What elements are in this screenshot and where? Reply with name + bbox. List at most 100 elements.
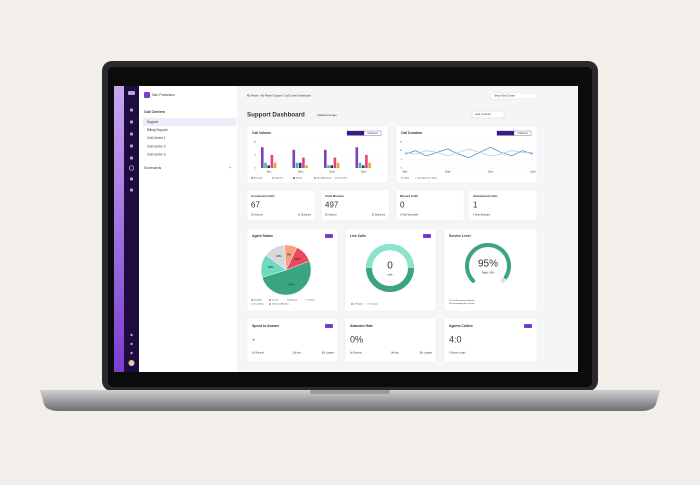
legend-label: Average (Last 7 Days) bbox=[418, 177, 437, 180]
legend-label: Voicemail bbox=[275, 178, 284, 180]
slice-label: 12% bbox=[295, 257, 301, 261]
slice-label: 51% bbox=[289, 282, 295, 286]
legend-label: Off Duty bbox=[308, 299, 315, 302]
card bbox=[344, 317, 437, 363]
bar bbox=[333, 157, 337, 168]
ring-top bbox=[366, 244, 414, 269]
legend-swatch bbox=[314, 177, 316, 179]
legend-swatch bbox=[251, 303, 253, 305]
bar bbox=[355, 147, 359, 168]
slice-label: 8% bbox=[287, 252, 291, 256]
card bbox=[395, 189, 465, 221]
stat-note: 26 Inbound bbox=[325, 215, 337, 217]
legend-swatch bbox=[269, 299, 271, 301]
x-tick-label: 12pm bbox=[361, 172, 367, 174]
nav-item[interactable]: Support bbox=[147, 120, 158, 124]
search: Search Ideal Center bbox=[494, 95, 515, 98]
stat-value: 0 bbox=[400, 201, 405, 210]
metric-note: 0s Shortest bbox=[252, 352, 264, 355]
line bbox=[404, 148, 533, 157]
slice-label: 15% bbox=[268, 265, 274, 269]
y-tick-label: 5 bbox=[401, 159, 403, 161]
card-title: Call Volume bbox=[252, 131, 271, 135]
metric-note: 14s Avg bbox=[390, 352, 399, 355]
metric-value: - bbox=[252, 334, 255, 344]
legend-swatch bbox=[293, 177, 295, 179]
bar bbox=[295, 162, 299, 168]
metric-title: Agents Callers bbox=[449, 324, 473, 328]
bar bbox=[330, 165, 333, 168]
bar bbox=[302, 157, 305, 168]
card bbox=[443, 228, 538, 312]
tab-label: Outbound bbox=[517, 132, 528, 135]
live-value: 0 bbox=[387, 261, 393, 272]
nav-item[interactable]: Call Center 3 bbox=[147, 153, 166, 157]
metric-title: Abandon Rate bbox=[350, 324, 373, 328]
legend-swatch bbox=[251, 177, 253, 179]
legend-label: Forwarded bbox=[338, 177, 347, 180]
range[interactable]: Last 4 Hours bbox=[475, 112, 491, 116]
x-tick-label: 9am bbox=[267, 172, 272, 174]
y-tick-label: 10 bbox=[254, 142, 257, 144]
metric-title: Speed to Answer bbox=[252, 324, 280, 328]
gauge-arc bbox=[465, 243, 511, 283]
legend-label: Today bbox=[404, 178, 409, 180]
card bbox=[395, 125, 538, 184]
search-box[interactable] bbox=[490, 92, 538, 100]
metric-note: 15s Avg bbox=[292, 352, 301, 355]
legend-label: Answered bbox=[254, 177, 262, 180]
metric-note: 30s Longest bbox=[321, 352, 334, 355]
card bbox=[468, 189, 538, 221]
legend-label: On Call bbox=[272, 300, 279, 302]
live-badge bbox=[524, 324, 532, 328]
stat-value: 497 bbox=[325, 201, 339, 210]
gauge-value: 95% bbox=[478, 259, 498, 270]
bar bbox=[324, 149, 327, 168]
live-badge bbox=[325, 234, 333, 238]
notch bbox=[310, 390, 390, 394]
bar bbox=[368, 162, 371, 168]
legend-label: Short Abandoned bbox=[317, 177, 332, 180]
pie-slice bbox=[261, 260, 312, 296]
nav-item[interactable]: Call Center 1 bbox=[147, 136, 166, 140]
bar bbox=[361, 165, 365, 168]
x-tick-label: 12pm bbox=[530, 172, 536, 174]
nav-bar bbox=[124, 86, 139, 372]
nav-item[interactable]: Call Center 2 bbox=[147, 144, 166, 148]
tab-label: Outbound bbox=[367, 132, 378, 135]
metric-note: 0s Shortest bbox=[350, 352, 362, 355]
legend-swatch bbox=[367, 303, 369, 305]
stat-note: 0 Short Abandon bbox=[473, 214, 491, 217]
selected-item[interactable] bbox=[143, 118, 236, 126]
card bbox=[344, 228, 437, 312]
card-title: Call Duration bbox=[401, 131, 422, 135]
legend-label: In Queue bbox=[370, 304, 378, 306]
range-select[interactable] bbox=[471, 110, 505, 119]
legend-label: Unavailable bbox=[254, 304, 264, 306]
card bbox=[246, 317, 339, 363]
card bbox=[246, 189, 316, 221]
nav-item[interactable]: Billing Support bbox=[147, 128, 168, 132]
x-tick-label: 11am bbox=[488, 172, 494, 174]
legend-swatch bbox=[272, 177, 274, 179]
scorecards[interactable]: Scorecards bbox=[144, 166, 161, 170]
tab[interactable] bbox=[363, 130, 382, 136]
legend-label: In Progress bbox=[354, 303, 364, 306]
card-title: Service Level bbox=[449, 234, 471, 238]
live-badge-text: LIVE bbox=[526, 326, 531, 328]
metric-value: 0% bbox=[350, 334, 363, 344]
legend-swatch bbox=[269, 303, 271, 305]
live-badge-text: LIVE bbox=[327, 236, 332, 238]
bar bbox=[305, 165, 308, 168]
side-panel bbox=[139, 86, 237, 372]
bar bbox=[267, 165, 270, 168]
location: San Francisco bbox=[152, 93, 175, 97]
tab[interactable] bbox=[513, 130, 532, 136]
live-badge bbox=[423, 234, 431, 238]
stat-value: 67 bbox=[251, 201, 260, 210]
breadcrumb: My Realm / My Realm Support / Call Cente… bbox=[247, 94, 311, 98]
legend-label: Missed bbox=[296, 178, 302, 180]
live-badge-text: LIVE bbox=[327, 326, 332, 328]
bar bbox=[336, 162, 340, 168]
